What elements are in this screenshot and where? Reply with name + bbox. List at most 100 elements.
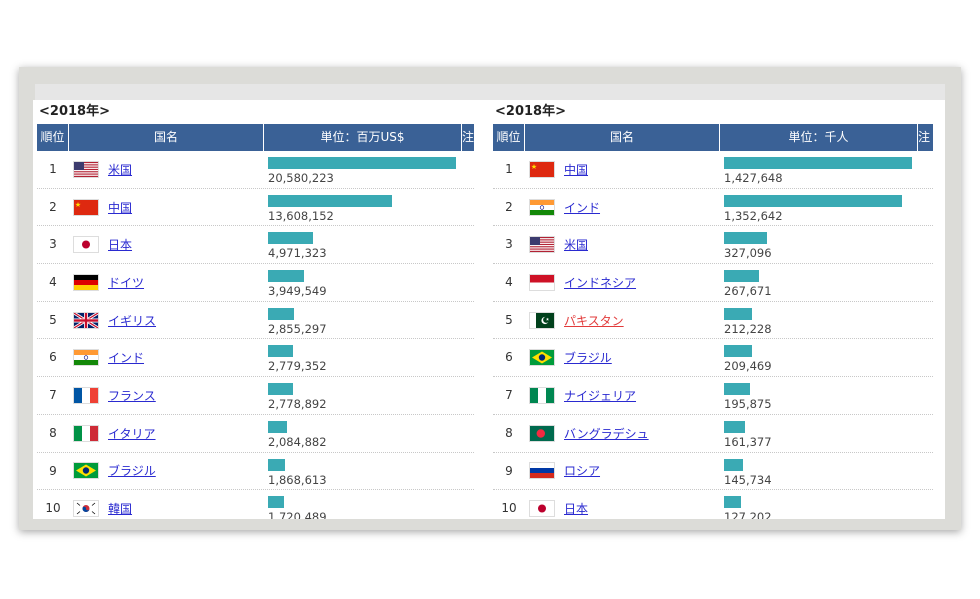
content-viewport[interactable]: <2018年> 順位 国名 単位：百万US$ 注 1 米国 20,580,223 2 中… [33,100,945,519]
year-label: <2018年> [39,104,110,119]
value-text: 13,608,152 [268,208,334,223]
table-row: 10 韓国 1,720,489 [37,490,474,519]
rank-cell: 8 [49,425,57,440]
rank-cell: 3 [49,237,57,252]
india-flag-icon [529,198,555,216]
rank-cell: 5 [49,312,57,327]
country-cell: イタリア [69,415,264,452]
value-text: 327,096 [724,246,772,261]
country-link[interactable]: 日本 [108,238,133,253]
country-link[interactable]: 中国 [108,200,133,215]
country-link[interactable]: イタリア [108,426,156,441]
rank-cell: 4 [49,275,57,290]
value-bar [268,157,456,169]
value-bar [724,383,750,396]
table-row: 2 インド 1,352,642 [493,189,933,227]
value-cell: 2,779,352 [264,339,462,376]
header-rank: 順位 [37,124,69,151]
rank-cell: 6 [505,350,513,365]
rank-cell: 8 [505,425,513,440]
country-link[interactable]: フランス [108,388,156,403]
value-cell: 3,949,549 [264,264,462,301]
value-cell: 212,228 [720,302,918,339]
value-bar [724,307,752,320]
country-cell: ロシア [525,453,720,490]
country-cell: 米国 [69,151,264,188]
rank-cell: 10 [45,501,61,516]
china-flag-icon [73,198,99,216]
value-text: 20,580,223 [268,171,334,185]
table-row: 8 イタリア 2,084,882 [37,415,474,453]
nigeria-flag-icon [529,386,555,404]
country-link[interactable]: イギリス [108,313,157,328]
country-link[interactable]: インド [564,200,601,215]
value-cell: 1,427,648 [720,151,918,188]
country-link[interactable]: ロシア [564,464,601,479]
country-link[interactable]: ブラジル [564,351,612,366]
country-link[interactable]: ブラジル [108,464,156,479]
table-row: 10 日本 127,202 [493,490,933,519]
value-bar [724,232,767,245]
rank-cell: 10 [501,501,517,516]
table-row: 5 イギリス 2,855,297 [37,302,474,340]
table-row: 1 米国 20,580,223 [37,151,474,189]
value-bar [268,194,392,207]
value-cell: 4,971,323 [264,226,462,263]
value-cell: 1,868,613 [264,453,462,490]
value-cell: 1,720,489 [264,490,462,519]
country-link[interactable]: 米国 [108,162,133,177]
italy-flag-icon [73,424,99,442]
country-cell: 中国 [69,189,264,226]
frame-top-bar [35,84,945,100]
country-cell: 韓国 [69,490,264,519]
country-link[interactable]: 韓国 [108,502,133,517]
header-country: 国名 [69,124,264,151]
country-link[interactable]: インド [108,351,145,366]
value-bar [268,458,285,471]
country-link[interactable]: インドネシア [564,275,637,290]
country-cell: 中国 [525,151,720,188]
rank-cell: 7 [49,388,57,403]
indonesia-flag-icon [529,273,555,291]
value-cell: 127,202 [720,490,918,519]
country-cell: ナイジェリア [525,377,720,414]
value-cell: 327,096 [720,226,918,263]
value-bar [724,194,902,207]
year-label: <2018年> [495,104,566,119]
country-link[interactable]: パキスタン [564,313,624,328]
value-bar [724,157,912,169]
value-bar [268,345,293,358]
gdp-ranking-panel: <2018年> 順位 国名 単位：百万US$ 注 1 米国 20,580,223 2 中… [37,100,474,519]
value-text: 195,875 [724,397,772,412]
value-cell: 195,875 [720,377,918,414]
value-bar [268,270,304,283]
usa-flag-icon [73,160,99,178]
country-link[interactable]: 中国 [564,162,589,177]
rank-cell: 7 [505,388,513,403]
value-text: 212,228 [724,321,772,336]
germany-flag-icon [73,273,99,291]
value-bar [268,307,294,320]
value-bar [724,496,741,509]
rank-cell: 5 [505,312,513,327]
bangladesh-flag-icon [529,424,555,442]
table-row: 4 インドネシア 267,671 [493,264,933,302]
value-bar [268,383,293,396]
country-cell: 日本 [525,490,720,519]
header-rank: 順位 [493,124,525,151]
value-bar [724,270,759,283]
country-link[interactable]: ドイツ [108,275,145,290]
value-text: 2,778,892 [268,397,327,412]
india-flag-icon [73,349,99,367]
country-link[interactable]: 日本 [564,502,589,517]
country-link[interactable]: バングラデシュ [564,426,649,441]
japan-flag-icon [529,500,555,518]
table-row: 6 インド 2,779,352 [37,339,474,378]
header-unit: 単位：百万US$ [264,124,462,151]
table-row: 4 ドイツ 3,949,549 [37,264,474,302]
value-cell: 267,671 [720,264,918,301]
table-row: 3 米国 327,096 [493,226,933,265]
country-link[interactable]: ナイジェリア [564,388,637,403]
country-link[interactable]: 米国 [564,238,589,253]
rank-cell: 2 [49,199,57,214]
